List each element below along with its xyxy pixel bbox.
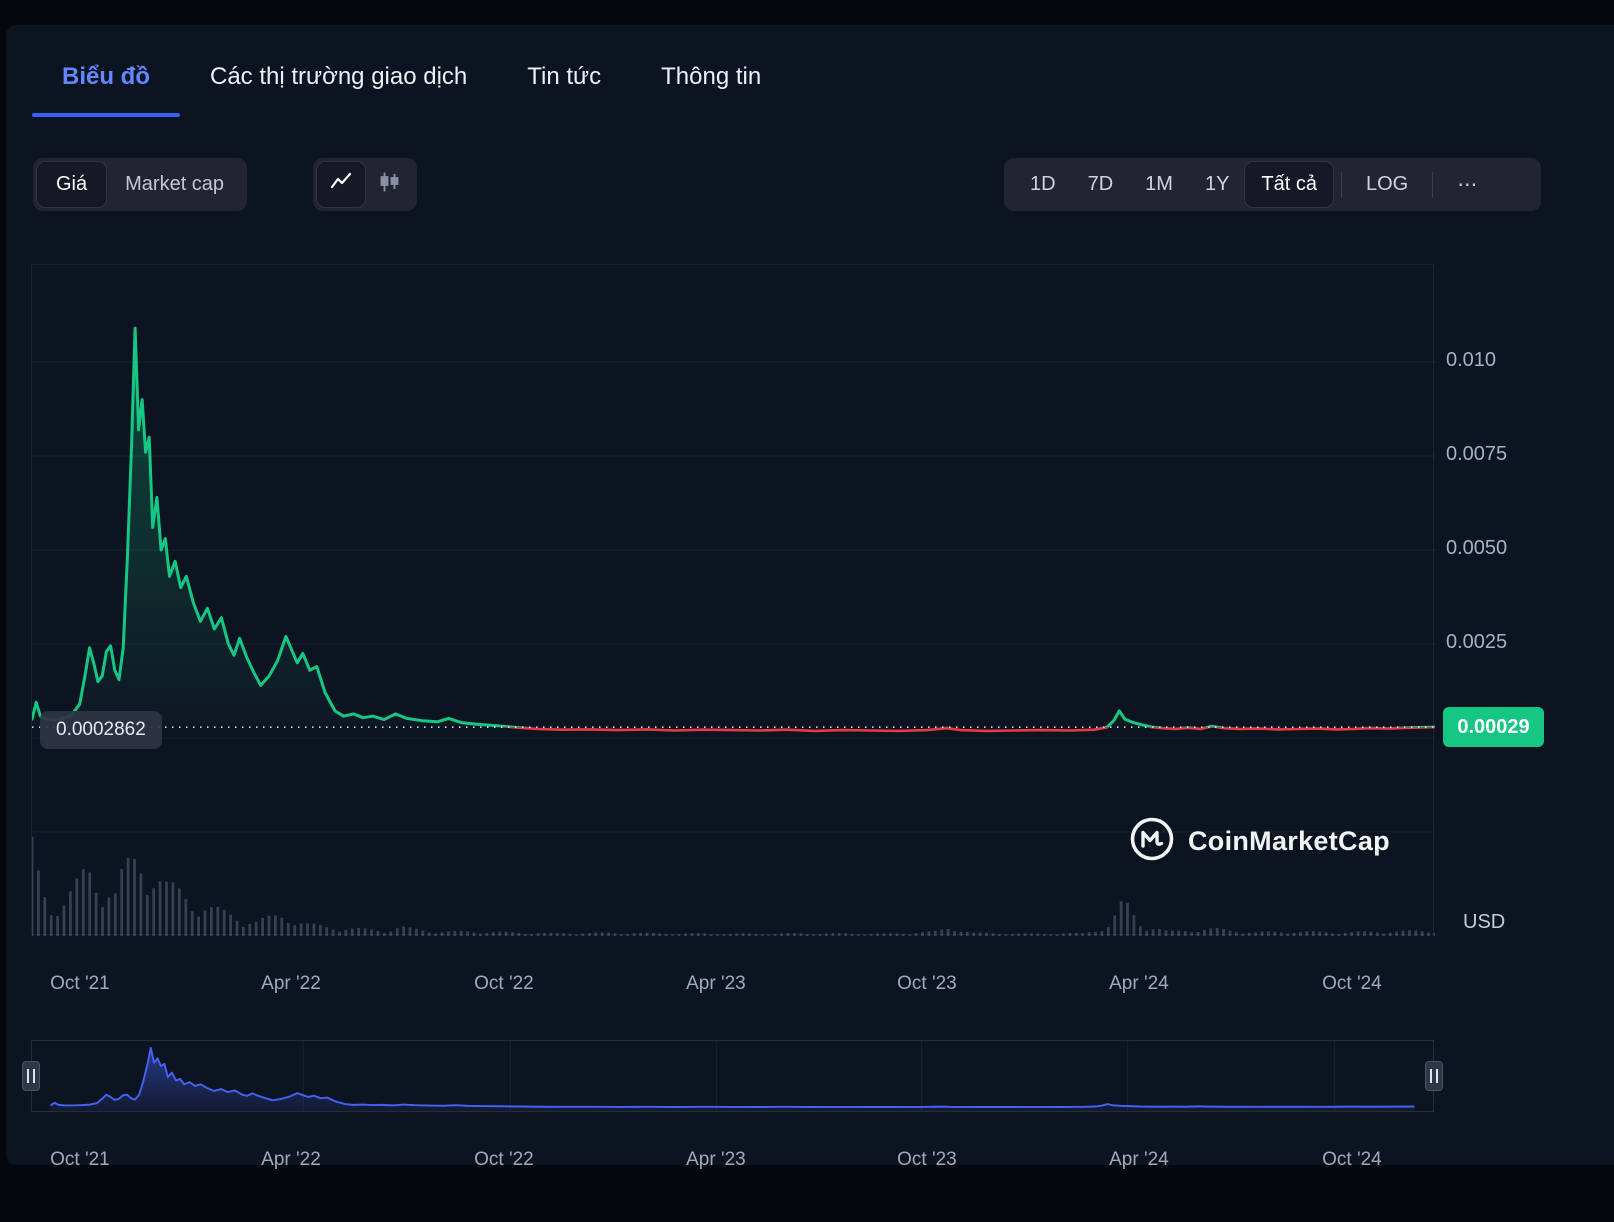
chart-type-toggle bbox=[313, 158, 417, 211]
metric-toggle: Giá Market cap bbox=[33, 158, 248, 211]
price-chart-svg bbox=[32, 326, 1435, 936]
section-tabs: Biểu đồ Các thị trường giao dịch Tin tức… bbox=[32, 25, 791, 117]
navigator-x-axis-labels: Oct '21 Apr '22 Oct '22 Apr '23 Oct '23 … bbox=[31, 1149, 1434, 1173]
x-tick: Apr '23 bbox=[686, 1149, 746, 1170]
time-range-selector: 1D 7D 1M 1Y Tất cả LOG ⋯ bbox=[1004, 158, 1541, 211]
x-axis-labels: Oct '21 Apr '22 Oct '22 Apr '23 Oct '23 … bbox=[31, 973, 1434, 997]
x-tick: Oct '22 bbox=[474, 973, 534, 994]
divider bbox=[1341, 171, 1342, 198]
range-navigator[interactable] bbox=[31, 1040, 1434, 1112]
line-chart-icon bbox=[330, 171, 352, 199]
x-tick: Oct '24 bbox=[1322, 973, 1382, 994]
x-tick: Apr '22 bbox=[261, 1149, 321, 1170]
navigator-left-handle[interactable] bbox=[22, 1061, 40, 1091]
currency-unit-label: USD bbox=[1463, 911, 1506, 933]
range-1y-button[interactable]: 1Y bbox=[1204, 173, 1230, 195]
range-1m-button[interactable]: 1M bbox=[1145, 173, 1173, 195]
x-tick: Oct '21 bbox=[50, 1149, 110, 1170]
range-7d-button[interactable]: 7D bbox=[1087, 173, 1114, 195]
tab-bieu-do[interactable]: Biểu đồ bbox=[32, 63, 180, 117]
divider bbox=[1432, 171, 1434, 198]
navigator-svg bbox=[49, 1041, 1415, 1111]
x-tick: Oct '21 bbox=[50, 973, 110, 994]
x-tick: Apr '24 bbox=[1109, 1149, 1169, 1170]
candlestick-icon bbox=[378, 171, 400, 199]
metric-marketcap-button[interactable]: Market cap bbox=[125, 173, 225, 195]
tab-thong-tin[interactable]: Thông tin bbox=[661, 63, 762, 90]
y-axis-tick: 0.0025 bbox=[1446, 631, 1508, 653]
coinmarketcap-watermark: CoinMarketCap bbox=[1129, 816, 1390, 867]
coinmarketcap-logo-icon bbox=[1129, 816, 1175, 867]
x-tick: Oct '24 bbox=[1322, 1149, 1382, 1170]
candlestick-chart-button[interactable] bbox=[365, 162, 413, 207]
x-tick: Oct '23 bbox=[897, 973, 957, 994]
range-all-button[interactable]: Tất cả bbox=[1245, 162, 1333, 207]
navigator-right-handle[interactable] bbox=[1425, 1061, 1443, 1091]
current-price-label: 0.0002862 bbox=[40, 711, 162, 749]
tab-cac-thi-truong[interactable]: Các thị trường giao dịch bbox=[210, 63, 468, 90]
metric-gia-button[interactable]: Giá bbox=[37, 162, 107, 207]
x-tick: Apr '24 bbox=[1109, 973, 1169, 994]
current-price-badge: 0.00029 bbox=[1443, 707, 1544, 747]
y-axis-tick: 0.0050 bbox=[1446, 537, 1508, 559]
price-chart-canvas[interactable] bbox=[31, 264, 1435, 936]
log-scale-button[interactable]: LOG bbox=[1366, 173, 1409, 195]
watermark-text: CoinMarketCap bbox=[1188, 826, 1390, 856]
x-tick: Apr '22 bbox=[261, 973, 321, 994]
x-tick: Apr '23 bbox=[686, 973, 746, 994]
more-options-button[interactable]: ⋯ bbox=[1457, 174, 1478, 196]
tab-tin-tuc[interactable]: Tin tức bbox=[527, 63, 602, 90]
y-axis-tick: 0.010 bbox=[1446, 349, 1497, 371]
range-1d-button[interactable]: 1D bbox=[1030, 173, 1056, 195]
y-axis-tick: 0.0075 bbox=[1446, 443, 1508, 465]
x-tick: Oct '23 bbox=[897, 1149, 957, 1170]
line-chart-button[interactable] bbox=[317, 162, 365, 207]
chart-panel: Biểu đồ Các thị trường giao dịch Tin tức… bbox=[6, 25, 1614, 1170]
x-tick: Oct '22 bbox=[474, 1149, 534, 1170]
